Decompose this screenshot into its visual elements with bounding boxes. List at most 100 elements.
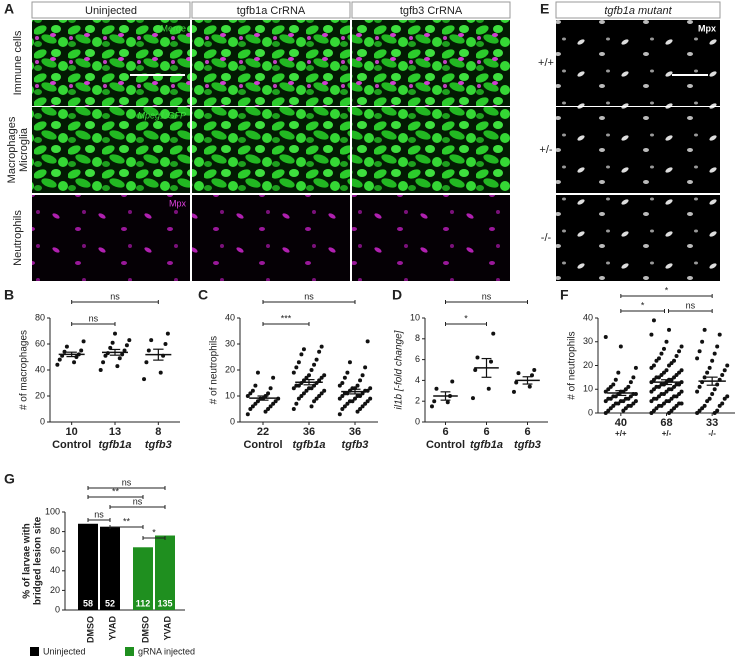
- data-point: [250, 404, 255, 409]
- data-point: [296, 396, 301, 401]
- channel-label: Mpeg1:GFP: [137, 110, 186, 120]
- data-point: [345, 401, 350, 406]
- data-point: [350, 399, 355, 404]
- data-point: [314, 396, 319, 401]
- micrograph: [192, 107, 350, 193]
- data-point: [679, 380, 684, 385]
- data-point: [296, 383, 301, 388]
- bar-n: 135: [157, 598, 172, 608]
- x-tick-label: tgfb3: [145, 439, 172, 451]
- data-point: [253, 383, 258, 388]
- data-point: [358, 378, 363, 383]
- group-n: 13: [109, 426, 121, 438]
- data-point: [511, 389, 516, 394]
- data-point: [120, 352, 125, 357]
- micrograph: [556, 20, 720, 106]
- data-point: [142, 377, 147, 382]
- data-point: [715, 408, 720, 413]
- data-point: [656, 375, 661, 380]
- micrograph: [192, 20, 350, 106]
- data-point: [661, 392, 666, 396]
- data-point: [712, 411, 717, 415]
- data-point: [649, 399, 654, 404]
- data-point: [616, 370, 621, 375]
- data-point: [368, 386, 373, 391]
- data-point: [664, 339, 669, 344]
- x-tick-label: DMSO: [140, 616, 150, 643]
- data-point: [163, 342, 168, 346]
- significance-label: ns: [686, 300, 696, 310]
- data-point: [322, 373, 327, 378]
- data-point: [57, 357, 62, 362]
- panel-label: B: [4, 287, 14, 303]
- data-point: [301, 347, 306, 352]
- data-point: [319, 391, 324, 396]
- significance-label: **: [112, 486, 120, 496]
- data-point: [81, 339, 86, 344]
- data-point: [628, 394, 633, 399]
- column-header: tgfb1a mutant: [604, 5, 672, 17]
- y-tick-label: 20: [35, 390, 45, 400]
- data-point: [695, 389, 700, 394]
- data-point: [651, 318, 656, 323]
- data-point: [355, 383, 360, 388]
- data-point: [651, 363, 656, 368]
- significance-label: ns: [133, 496, 143, 506]
- data-point: [649, 411, 654, 415]
- data-point: [649, 389, 654, 394]
- panel-label: C: [198, 287, 208, 303]
- data-point: [695, 356, 700, 361]
- micrograph: [32, 195, 190, 281]
- data-point: [651, 377, 656, 382]
- row-label: +/+: [538, 57, 554, 69]
- data-point: [317, 349, 322, 354]
- data-point: [489, 359, 494, 364]
- data-point: [450, 379, 455, 384]
- panel-label: G: [4, 471, 15, 487]
- data-point: [626, 384, 631, 389]
- data-point: [248, 391, 253, 396]
- data-point: [72, 360, 77, 365]
- group-n: 8: [155, 426, 161, 438]
- panel-label: A: [4, 1, 14, 17]
- data-point: [705, 370, 710, 375]
- data-point: [621, 399, 626, 404]
- data-point: [679, 401, 684, 406]
- significance-label: ns: [89, 313, 99, 323]
- data-point: [363, 365, 368, 370]
- data-point: [342, 404, 347, 409]
- data-point: [245, 412, 250, 417]
- group-n: 6: [483, 426, 489, 438]
- data-point: [621, 408, 626, 413]
- group-n: 6: [524, 426, 530, 438]
- y-axis-label: # of neutrophils: [567, 331, 578, 399]
- data-point: [245, 394, 250, 398]
- data-point: [322, 388, 327, 393]
- data-point: [677, 370, 682, 375]
- data-point: [115, 364, 120, 369]
- y-tick-label: 60: [50, 546, 60, 556]
- significance-label: ns: [122, 477, 132, 487]
- y-axis-label: # of macrophages: [19, 330, 30, 410]
- y-tick-label: 8: [415, 333, 420, 343]
- data-point: [661, 401, 666, 406]
- significance-label: ns: [304, 291, 314, 301]
- data-point: [651, 387, 656, 392]
- data-point: [253, 401, 258, 406]
- data-point: [124, 343, 129, 348]
- data-point: [312, 362, 317, 367]
- data-point: [659, 403, 664, 408]
- y-tick-label: 100: [45, 506, 60, 516]
- data-point: [720, 401, 725, 406]
- data-point: [98, 368, 103, 372]
- micrograph: [556, 107, 720, 193]
- data-point: [294, 365, 299, 370]
- data-point: [345, 391, 350, 396]
- bar-n: 58: [83, 598, 93, 608]
- data-point: [674, 394, 679, 399]
- bar: [100, 526, 120, 610]
- data-point: [631, 401, 636, 406]
- data-point: [304, 375, 309, 380]
- channel-label: Mpx: [698, 23, 716, 33]
- y-axis-label: il1b [-fold change]: [394, 330, 405, 409]
